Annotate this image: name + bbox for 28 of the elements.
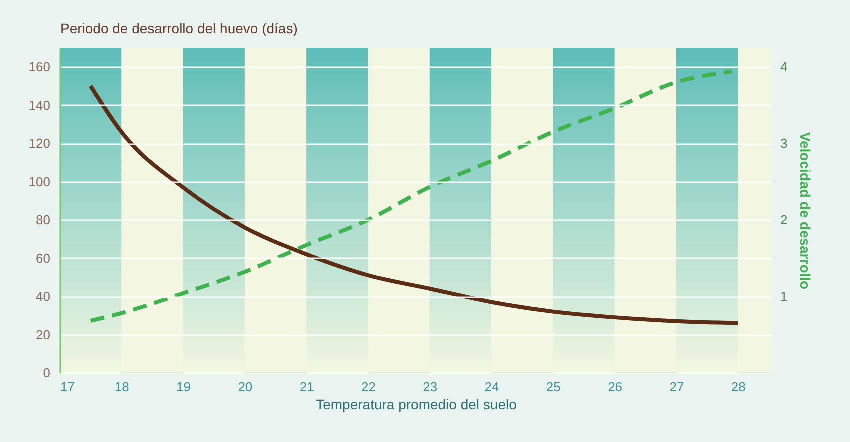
x-axis-title: Temperatura promedio del suelo [316,396,518,412]
y2-tick-label: 1 [780,289,788,304]
y-tick-label: 40 [36,289,50,304]
x-tick-label: 17 [60,380,75,394]
x-tick-label: 24 [484,380,500,394]
x-tick-label: 21 [300,380,314,394]
y-tick-label: 20 [36,327,50,342]
y2-tick-label: 3 [780,136,788,152]
x-tick-label: 28 [731,380,746,394]
y2-tick-label: 4 [780,60,788,75]
y-tick-label: 160 [28,60,50,75]
x-tick-label: 27 [670,380,684,394]
y2-axis-title: Velocidad de desarrollo [798,132,814,290]
y2-tick-label: 2 [780,212,788,228]
y-axis-title: Periodo de desarrollo del huevo (días) [60,20,298,36]
x-tick-label: 23 [423,380,438,394]
x-tick-label: 20 [238,380,253,394]
x-tick-label: 26 [608,380,623,394]
y-tick-label: 120 [28,136,50,152]
y-tick-label: 80 [36,212,50,228]
x-tick-label: 18 [114,380,130,394]
x-tick-label: 25 [546,380,561,394]
y-tick-label: 0 [43,366,50,380]
y-tick-label: 140 [28,98,50,113]
x-tick-label: 19 [176,380,192,394]
y-tick-label: 100 [28,174,50,190]
y-tick-label: 60 [36,250,50,266]
x-tick-label: 22 [361,380,376,394]
